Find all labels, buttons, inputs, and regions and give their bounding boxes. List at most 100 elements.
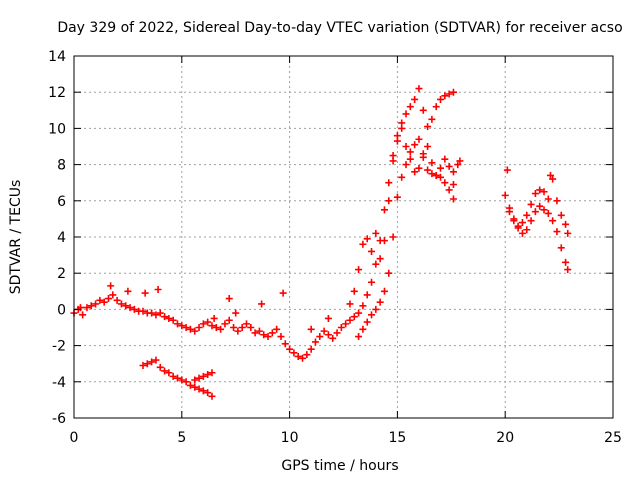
- data-point-marker: [324, 314, 332, 322]
- data-point-marker: [355, 333, 363, 341]
- data-point-marker: [92, 300, 100, 308]
- y-tick-label: -4: [52, 375, 66, 391]
- data-point-marker: [182, 378, 190, 386]
- data-point-marker: [428, 115, 436, 123]
- data-point-marker: [449, 195, 457, 203]
- data-point-marker: [562, 258, 570, 266]
- data-point-marker: [359, 302, 367, 310]
- y-tick-label: 12: [48, 85, 66, 101]
- data-point-marker: [221, 320, 229, 328]
- data-point-marker: [449, 181, 457, 189]
- data-point-marker: [540, 206, 548, 214]
- data-point-marker: [389, 233, 397, 241]
- data-point-marker: [549, 217, 557, 225]
- data-point-marker: [350, 313, 358, 321]
- data-point-marker: [154, 285, 162, 293]
- data-point-marker: [79, 311, 87, 319]
- data-point-marker: [527, 217, 535, 225]
- data-point-marker: [217, 325, 225, 333]
- data-point-marker: [523, 211, 531, 219]
- data-point-marker: [363, 291, 371, 299]
- data-point-marker: [238, 324, 246, 331]
- y-tick-label: -2: [52, 339, 66, 355]
- data-point-marker: [277, 333, 285, 341]
- x-axis-label: GPS time / hours: [281, 458, 398, 474]
- data-point-marker: [141, 289, 149, 297]
- data-point-marker: [445, 162, 453, 170]
- data-point-marker: [333, 329, 341, 337]
- data-point-marker: [251, 329, 259, 337]
- data-point-marker: [204, 389, 212, 397]
- y-tick-label: 4: [57, 230, 66, 246]
- data-point-marker: [406, 103, 414, 111]
- data-point-marker: [531, 190, 539, 198]
- data-point-marker: [329, 334, 337, 342]
- data-point-marker: [346, 300, 354, 308]
- data-point-marker: [415, 85, 423, 93]
- series-low-track: [139, 356, 216, 400]
- data-point-marker: [428, 170, 436, 178]
- data-point-marker: [342, 320, 350, 328]
- data-point-marker: [350, 287, 358, 295]
- data-point-marker: [368, 278, 376, 286]
- data-point-marker: [454, 161, 462, 169]
- data-point-marker: [514, 222, 522, 230]
- data-point-marker: [562, 220, 570, 228]
- data-point-marker: [445, 90, 453, 98]
- data-point-marker: [156, 363, 164, 371]
- data-point-marker: [173, 374, 181, 382]
- data-point-marker: [311, 338, 319, 346]
- y-tick-label: 0: [57, 302, 66, 318]
- data-point-marker: [549, 175, 557, 183]
- data-point-marker: [169, 372, 177, 380]
- data-point-marker: [441, 179, 449, 187]
- data-point-marker: [385, 269, 393, 277]
- data-point-marker: [544, 209, 552, 217]
- y-tick-label: -6: [52, 411, 66, 427]
- data-point-marker: [553, 197, 561, 205]
- x-tick-label: 15: [388, 430, 406, 446]
- data-point-marker: [564, 229, 572, 237]
- data-point-marker: [100, 298, 108, 306]
- data-point-marker: [432, 171, 440, 179]
- data-point-marker: [316, 333, 324, 341]
- data-point-marker: [424, 143, 432, 150]
- data-point-marker: [191, 383, 199, 391]
- data-point-marker: [518, 219, 526, 227]
- y-tick-label: 10: [48, 121, 66, 137]
- data-point-marker: [557, 244, 565, 252]
- data-point-marker: [544, 195, 552, 203]
- series-late-track-upper: [506, 175, 572, 237]
- data-point-marker: [415, 164, 423, 172]
- data-point-marker: [260, 331, 268, 339]
- data-point-marker: [208, 392, 216, 400]
- data-point-marker: [419, 153, 427, 161]
- data-point-marker: [506, 208, 514, 216]
- data-point-marker: [117, 300, 125, 308]
- data-point-marker: [165, 314, 173, 322]
- data-point-marker: [536, 202, 544, 210]
- y-tick-label: 14: [48, 49, 66, 65]
- data-point-marker: [437, 173, 445, 181]
- data-point-marker: [152, 311, 160, 319]
- data-point-marker: [152, 356, 160, 364]
- data-point-marker: [449, 88, 457, 96]
- data-point-marker: [402, 161, 410, 169]
- data-point-marker: [294, 352, 302, 360]
- y-axis-label: SDTVAR / TECUs: [8, 180, 24, 295]
- data-point-marker: [380, 237, 388, 245]
- data-point-marker: [363, 235, 371, 243]
- data-point-marker: [406, 155, 414, 163]
- data-point-marker: [359, 325, 367, 333]
- data-point-marker: [406, 148, 414, 156]
- data-point-marker: [402, 110, 410, 118]
- data-point-marker: [337, 324, 345, 331]
- data-point-marker: [432, 103, 440, 111]
- data-point-marker: [456, 157, 464, 165]
- data-point-marker: [225, 316, 233, 324]
- data-points: [70, 85, 572, 400]
- data-point-marker: [346, 316, 354, 324]
- grid: [74, 56, 613, 418]
- data-point-marker: [178, 376, 186, 384]
